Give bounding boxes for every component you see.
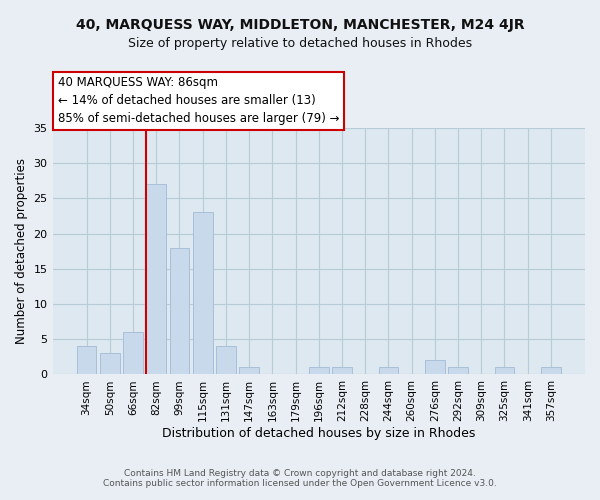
Bar: [100, 354, 119, 374]
Text: 40, MARQUESS WAY, MIDDLETON, MANCHESTER, M24 4JR: 40, MARQUESS WAY, MIDDLETON, MANCHESTER,…: [76, 18, 524, 32]
Bar: [379, 368, 398, 374]
Bar: [448, 368, 468, 374]
Bar: [77, 346, 97, 374]
Y-axis label: Number of detached properties: Number of detached properties: [15, 158, 28, 344]
Bar: [239, 368, 259, 374]
X-axis label: Distribution of detached houses by size in Rhodes: Distribution of detached houses by size …: [162, 427, 475, 440]
Bar: [494, 368, 514, 374]
Text: Size of property relative to detached houses in Rhodes: Size of property relative to detached ho…: [128, 38, 472, 51]
Text: 40 MARQUESS WAY: 86sqm
← 14% of detached houses are smaller (13)
85% of semi-det: 40 MARQUESS WAY: 86sqm ← 14% of detached…: [58, 76, 340, 126]
Bar: [216, 346, 236, 374]
Text: Contains public sector information licensed under the Open Government Licence v3: Contains public sector information licen…: [103, 478, 497, 488]
Bar: [146, 184, 166, 374]
Bar: [332, 368, 352, 374]
Bar: [425, 360, 445, 374]
Text: Contains HM Land Registry data © Crown copyright and database right 2024.: Contains HM Land Registry data © Crown c…: [124, 468, 476, 477]
Bar: [541, 368, 561, 374]
Bar: [193, 212, 212, 374]
Bar: [123, 332, 143, 374]
Bar: [170, 248, 190, 374]
Bar: [309, 368, 329, 374]
